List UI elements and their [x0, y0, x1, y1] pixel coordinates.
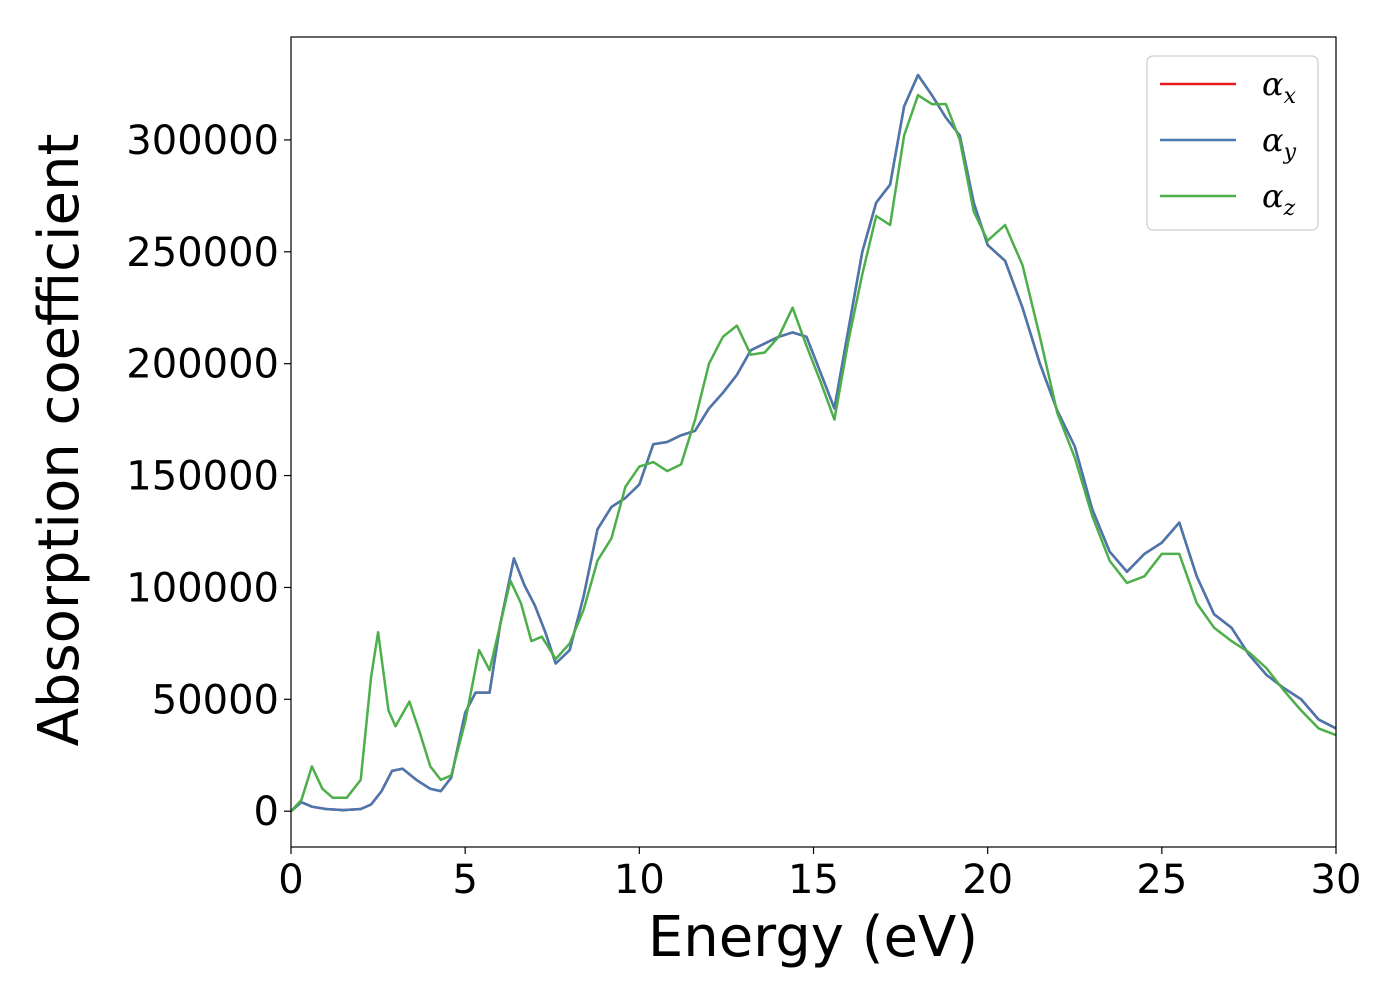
y-tick-label: 250000	[126, 230, 279, 276]
legend-label-alpha-z: αz	[1262, 177, 1296, 221]
legend: αx αy αz	[1146, 55, 1319, 231]
y-tick-label: 50000	[152, 677, 279, 723]
x-tick-label: 30	[1311, 857, 1362, 903]
x-tick-label: 5	[452, 857, 477, 903]
y-tick-label: 0	[254, 789, 279, 835]
axes: 0 5 10 15 20 25 30 0 50000 100000 150000 200000 2500…	[126, 36, 1362, 903]
x-tick-label: 10	[614, 857, 665, 903]
legend-box	[1146, 55, 1319, 231]
x-tick-label: 15	[788, 857, 839, 903]
x-tick-label: 20	[962, 857, 1013, 903]
y-tick-label: 150000	[126, 454, 279, 500]
x-axis-label: Energy (eV)	[648, 905, 978, 970]
x-tick-label: 0	[278, 857, 303, 903]
series-line-alpha-z	[291, 93, 1336, 813]
series-lines	[291, 73, 1336, 813]
legend-label-alpha-y: αy	[1262, 121, 1297, 165]
x-tick-label: 25	[1136, 857, 1187, 903]
y-tick-label: 300000	[126, 118, 279, 164]
legend-label-alpha-x: αx	[1262, 65, 1297, 109]
y-tick-label: 200000	[126, 342, 279, 388]
series-line-alpha-y	[291, 73, 1336, 813]
y-axis-label: Absorption coefficient	[27, 134, 92, 747]
y-tick-label: 100000	[126, 565, 279, 611]
